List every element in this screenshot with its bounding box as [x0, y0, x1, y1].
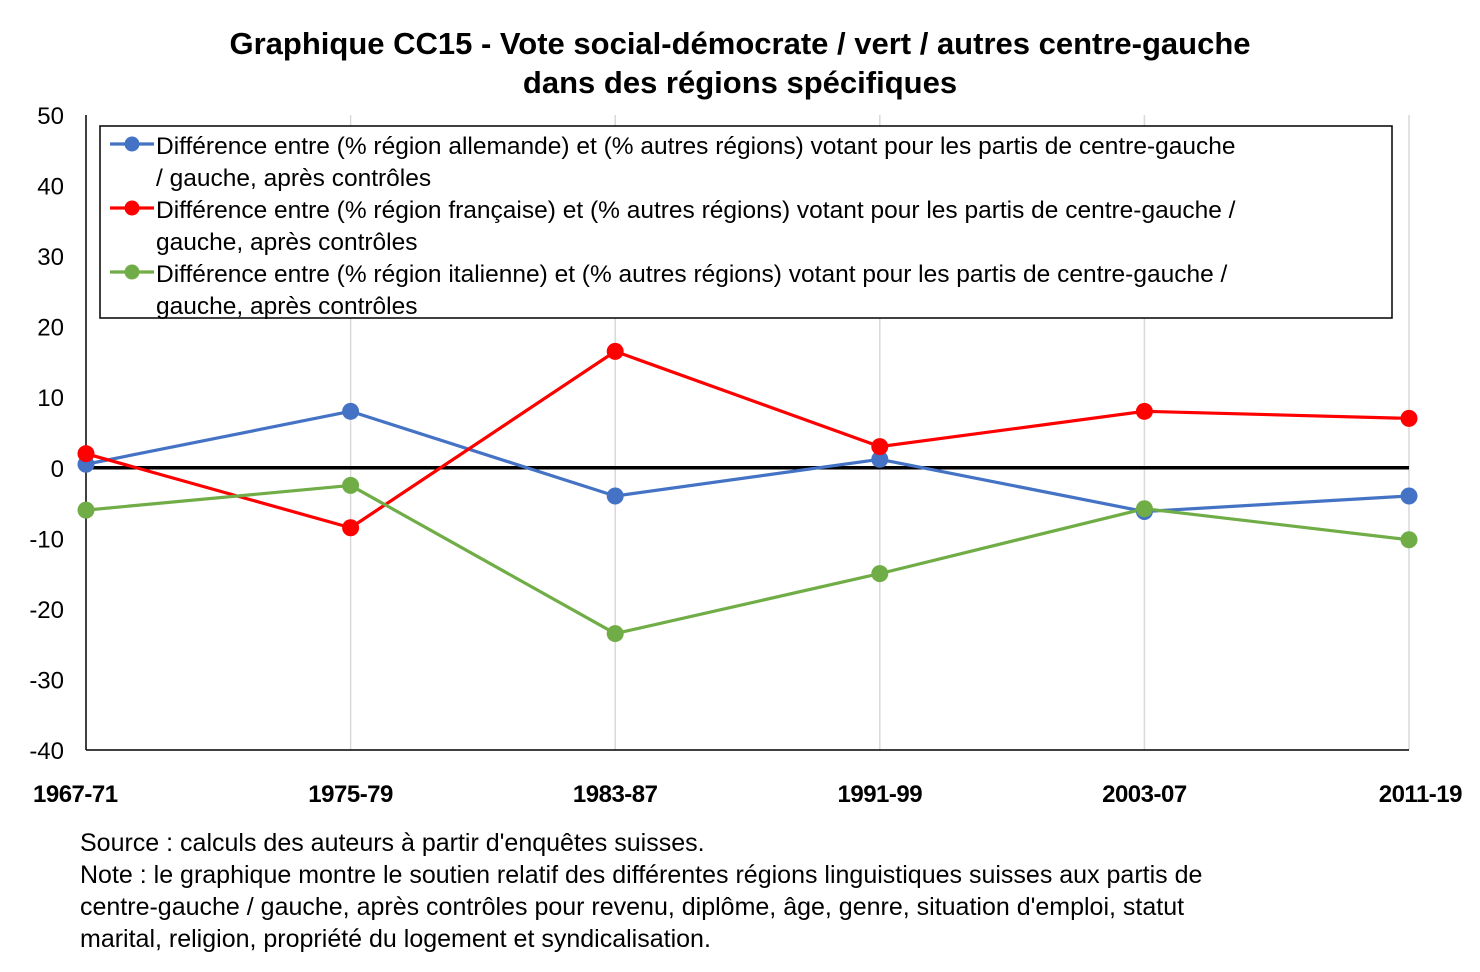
x-tick-label: 2011-19 [1379, 781, 1462, 808]
data-point-italy-1975-79 [342, 476, 360, 494]
legend-marker-italy [124, 264, 140, 280]
data-point-france-1991-99 [871, 438, 889, 456]
note-line-1: Note : le graphique montre le soutien re… [80, 861, 1203, 889]
x-tick-label: 2003-07 [1102, 781, 1187, 808]
y-tick-label: -20 [29, 597, 64, 624]
legend-label-italy: gauche, après contrôles [156, 293, 418, 320]
data-point-germany-1983-87 [606, 487, 624, 505]
data-point-italy-1967-71 [77, 501, 95, 519]
chart-notes: Source : calculs des auteurs à partir d'… [80, 827, 1460, 955]
y-tick-label: -10 [29, 526, 64, 553]
y-axis-ticks: 50 40 30 20 10 0 -10 -20 -30 -40 [29, 103, 64, 765]
data-point-france-1975-79 [342, 519, 360, 537]
y-tick-label: 30 [37, 244, 64, 271]
y-tick-label: 40 [37, 174, 64, 201]
x-tick-label: 1967-71 [33, 781, 118, 808]
data-point-france-1967-71 [77, 445, 95, 463]
legend-label-italy: Différence entre (% région italienne) et… [156, 261, 1228, 288]
source-note: Source : calculs des auteurs à partir d'… [80, 829, 705, 857]
x-axis-ticks: 1967-71 1975-79 1983-87 1991-99 2003-07 2011-… [33, 781, 1463, 808]
note-line-3: marital, religion, propriété du logement… [80, 925, 711, 953]
y-tick-label: -30 [29, 667, 64, 694]
legend-marker-france [124, 200, 140, 216]
y-tick-label: 10 [37, 385, 64, 412]
y-tick-label: -40 [29, 738, 64, 765]
data-point-italy-2011-19 [1400, 531, 1418, 549]
data-point-france-1983-87 [606, 342, 624, 360]
data-point-italy-1983-87 [606, 625, 624, 643]
chart-title-line-2: dans des régions spécifiques [523, 65, 957, 100]
x-tick-label: 1975-79 [308, 781, 393, 808]
data-point-italy-1991-99 [871, 565, 889, 583]
note-line-2: centre-gauche / gauche, après contrôles … [80, 893, 1185, 921]
x-tick-label: 1991-99 [838, 781, 923, 808]
legend-label-france: gauche, après contrôles [156, 229, 418, 256]
legend-label-germany: / gauche, après contrôles [156, 165, 431, 192]
series-line-france [85, 349, 1410, 530]
series-lines [77, 342, 1418, 643]
chart-title-line-1: Graphique CC15 - Vote social-démocrate /… [229, 26, 1250, 61]
legend-label-germany: Différence entre (% région allemande) et… [156, 133, 1235, 160]
data-point-italy-2003-07 [1135, 500, 1153, 518]
legend-marker-germany [124, 136, 140, 152]
data-point-france-2003-07 [1135, 402, 1153, 420]
y-tick-label: 50 [37, 103, 64, 130]
legend: Différence entre (% région allemande) et… [99, 125, 1393, 320]
axes [85, 115, 1409, 751]
legend-label-france: Différence entre (% région française) et… [156, 197, 1236, 224]
data-point-germany-1991-99 [871, 450, 889, 468]
y-tick-label: 20 [37, 315, 64, 342]
series-line-italy [85, 483, 1410, 636]
y-tick-label: 0 [51, 456, 64, 483]
data-point-france-2011-19 [1400, 409, 1418, 427]
series-line-germany [85, 409, 1410, 514]
legend-box [99, 125, 1393, 319]
x-tick-label: 1983-87 [573, 781, 658, 808]
data-point-germany-2011-19 [1400, 487, 1418, 505]
line-chart: Graphique CC15 - Vote social-démocrate /… [29, 26, 1463, 808]
data-point-germany-1975-79 [342, 402, 360, 420]
